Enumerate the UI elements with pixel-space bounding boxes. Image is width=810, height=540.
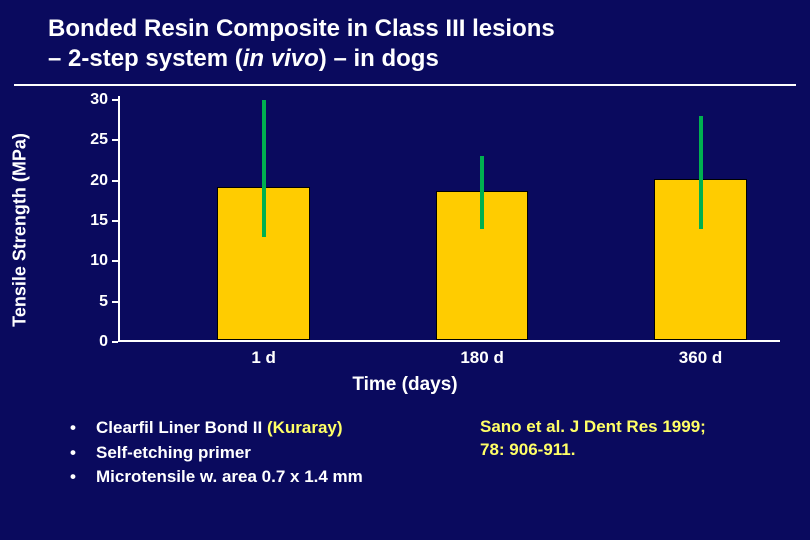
y-tick-mark [112, 260, 118, 262]
citation-line-1: Sano et al. J Dent Res 1999; [480, 416, 780, 439]
y-tick-mark [112, 301, 118, 303]
bar-chart: Tensile Strength (MPa) 0510152025301 d18… [30, 100, 780, 360]
title-divider [14, 84, 796, 86]
y-tick-mark [112, 99, 118, 101]
x-tick-label: 360 d [679, 342, 722, 368]
highlight-text: (Kuraray) [267, 418, 343, 437]
bullet-list: Clearfil Liner Bond II (Kuraray)Self-etc… [70, 416, 470, 490]
x-axis-label: Time (days) [0, 374, 810, 396]
slide-title: Bonded Resin Composite in Class III lesi… [0, 0, 810, 84]
x-tick-label: 1 d [251, 342, 276, 368]
y-axis-line [118, 96, 120, 342]
bullet-item: Microtensile w. area 0.7 x 1.4 mm [70, 465, 470, 490]
y-tick-mark [112, 180, 118, 182]
plot-area: 0510152025301 d180 d360 d [118, 100, 780, 342]
footer: Clearfil Liner Bond II (Kuraray)Self-etc… [0, 396, 810, 490]
error-bar [699, 116, 703, 229]
x-tick-label: 180 d [460, 342, 503, 368]
title-line-1: Bonded Resin Composite in Class III lesi… [48, 14, 780, 44]
title-line-2: – 2-step system (in vivo) – in dogs [48, 44, 780, 74]
y-tick-mark [112, 220, 118, 222]
y-tick-mark [112, 139, 118, 141]
y-tick-mark [112, 341, 118, 343]
bullet-item: Clearfil Liner Bond II (Kuraray) [70, 416, 470, 441]
citation: Sano et al. J Dent Res 1999; 78: 906-911… [470, 416, 780, 490]
error-bar [480, 156, 484, 229]
bullet-item: Self-etching primer [70, 441, 470, 466]
citation-line-2: 78: 906-911. [480, 439, 780, 462]
y-axis-label: Tensile Strength (MPa) [10, 133, 31, 327]
error-bar [262, 100, 266, 237]
